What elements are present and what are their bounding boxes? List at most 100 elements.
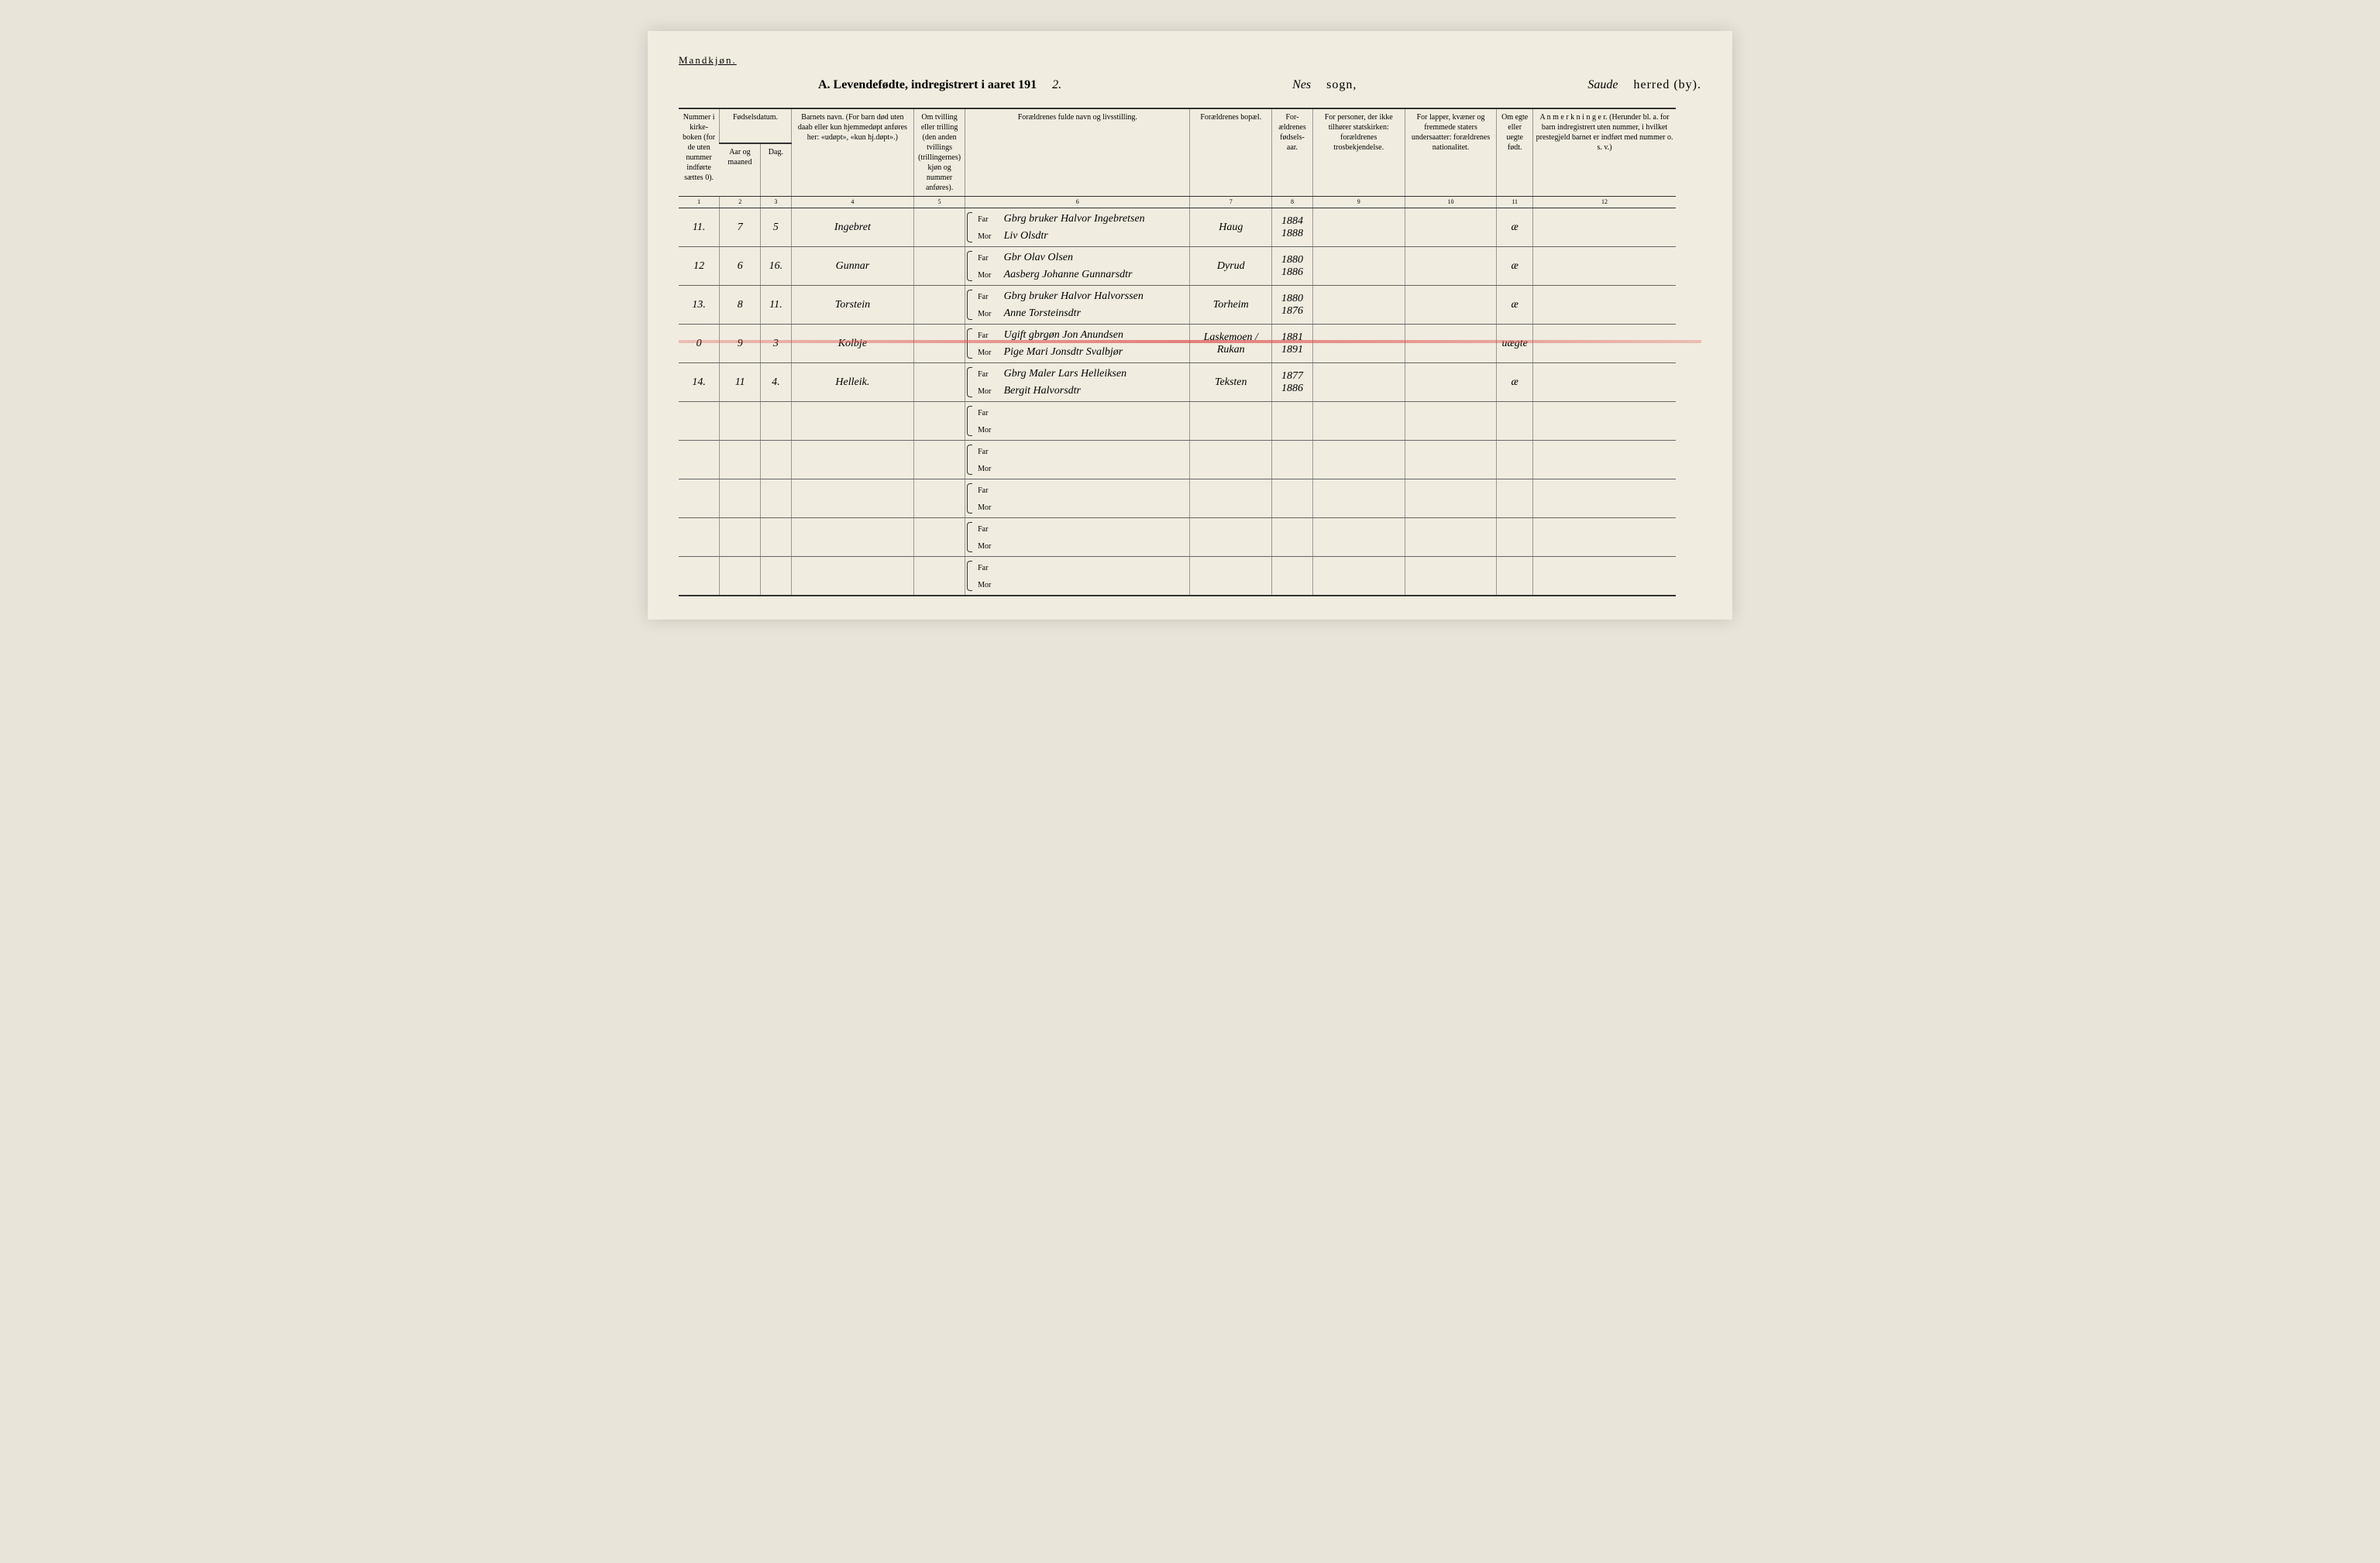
far-value: Gbr Olav Olsen [1004, 252, 1073, 263]
cell-parentyear [1272, 518, 1313, 557]
register-document: Mandkjøn. A. Levendefødte, indregistrert… [648, 31, 1732, 620]
cell-name [791, 402, 913, 441]
colnum-8: 8 [1272, 197, 1313, 208]
year-far: 1880 [1277, 293, 1308, 305]
far-label: Far [978, 370, 1001, 379]
colnum-7: 7 [1190, 197, 1272, 208]
cell-nationality [1405, 479, 1497, 518]
colnum-11: 11 [1497, 197, 1532, 208]
colnum-4: 4 [791, 197, 913, 208]
table-body: 11.75IngebretFar Gbrg bruker Halvor Inge… [679, 208, 1701, 596]
cell-twin [914, 247, 965, 286]
cell-parents: Far Mor [965, 479, 1190, 518]
cell-parentyear [1272, 479, 1313, 518]
col-parentyear: For- ældrenes fødsels- aar. [1272, 108, 1313, 197]
cell-month: 9 [720, 325, 761, 363]
mor-label: Mor [978, 426, 1001, 435]
cell-day [761, 441, 792, 479]
cell-parents: Far Mor [965, 518, 1190, 557]
cell-parents: Far Mor [965, 402, 1190, 441]
cell-twin [914, 557, 965, 596]
cell-legitimate [1497, 557, 1532, 596]
table-row: 11.75IngebretFar Gbrg bruker Halvor Inge… [679, 208, 1701, 247]
cell-religion [1312, 363, 1405, 402]
cell-day [761, 402, 792, 441]
mor-value: Anne Torsteinsdtr [1004, 307, 1081, 319]
cell-religion [1312, 208, 1405, 247]
cell-parentyear: 18801876 [1272, 286, 1313, 325]
cell-number [679, 402, 720, 441]
mor-label: Mor [978, 581, 1001, 589]
far-label: Far [978, 564, 1001, 572]
cell-legitimate: æ [1497, 363, 1532, 402]
gender-label: Mandkjøn. [679, 54, 1701, 67]
cell-number [679, 518, 720, 557]
cell-nationality [1405, 557, 1497, 596]
cell-legitimate: uægte [1497, 325, 1532, 363]
cell-number: 0 [679, 325, 720, 363]
col-parents: Forældrenes fulde navn og livsstilling. [965, 108, 1190, 197]
cell-parents: Far Mor [965, 557, 1190, 596]
title-row: A. Levendefødte, indregistrert i aaret 1… [679, 78, 1701, 92]
cell-number [679, 441, 720, 479]
cell-legitimate [1497, 402, 1532, 441]
cell-number [679, 557, 720, 596]
colnum-10: 10 [1405, 197, 1497, 208]
cell-name [791, 557, 913, 596]
cell-day: 11. [761, 286, 792, 325]
register-table: Nummer i kirke- boken (for de uten numme… [679, 108, 1701, 596]
col-number: Nummer i kirke- boken (for de uten numme… [679, 108, 720, 197]
col-day: Dag. [761, 143, 792, 197]
cell-month: 7 [720, 208, 761, 247]
year-far: 1877 [1277, 370, 1308, 383]
table-row: Far Mor [679, 479, 1701, 518]
cell-religion [1312, 518, 1405, 557]
cell-month: 8 [720, 286, 761, 325]
cell-legitimate [1497, 441, 1532, 479]
cell-name [791, 518, 913, 557]
cell-religion [1312, 441, 1405, 479]
cell-residence [1190, 402, 1272, 441]
title-year: 2. [1052, 78, 1061, 92]
cell-nationality [1405, 518, 1497, 557]
colnum-1: 1 [679, 197, 720, 208]
cell-name: Ingebret [791, 208, 913, 247]
cell-remarks [1532, 557, 1676, 596]
cell-remarks [1532, 479, 1676, 518]
table-row: Far Mor [679, 402, 1701, 441]
cell-residence: Laskemoen / Rukan [1190, 325, 1272, 363]
cell-name: Gunnar [791, 247, 913, 286]
cell-twin [914, 441, 965, 479]
cell-remarks [1532, 518, 1676, 557]
cell-religion [1312, 325, 1405, 363]
cell-nationality [1405, 325, 1497, 363]
colnum-9: 9 [1312, 197, 1405, 208]
mor-label: Mor [978, 542, 1001, 551]
cell-parentyear: 18841888 [1272, 208, 1313, 247]
far-label: Far [978, 448, 1001, 456]
year-mor: 1886 [1277, 383, 1308, 395]
far-label: Far [978, 293, 1001, 301]
cell-month [720, 518, 761, 557]
cell-parents: Far Gbrg bruker Halvor IngebretsenMor Li… [965, 208, 1190, 247]
cell-name: Kolbje [791, 325, 913, 363]
cell-remarks [1532, 402, 1676, 441]
colnum-12: 12 [1532, 197, 1676, 208]
cell-religion [1312, 286, 1405, 325]
cell-residence [1190, 479, 1272, 518]
mor-label: Mor [978, 232, 1001, 241]
table-row: 12616.GunnarFar Gbr Olav OlsenMor Aasber… [679, 247, 1701, 286]
cell-day: 3 [761, 325, 792, 363]
col-birthdate-top: Fødselsdatum. [720, 108, 791, 143]
far-label: Far [978, 409, 1001, 417]
far-value: Gbrg bruker Halvor Ingebretsen [1004, 213, 1145, 225]
cell-nationality [1405, 247, 1497, 286]
year-far: 1884 [1277, 215, 1308, 228]
table-row: 093Kolbje Far Ugift gbrgøn Jon AnundsenMo… [679, 325, 1701, 363]
mor-label: Mor [978, 465, 1001, 473]
cell-legitimate [1497, 518, 1532, 557]
far-label: Far [978, 215, 1001, 224]
cell-twin [914, 479, 965, 518]
cell-parents: Far Ugift gbrgøn Jon AnundsenMor Pige Ma… [965, 325, 1190, 363]
mor-value: Bergit Halvorsdtr [1004, 385, 1081, 397]
